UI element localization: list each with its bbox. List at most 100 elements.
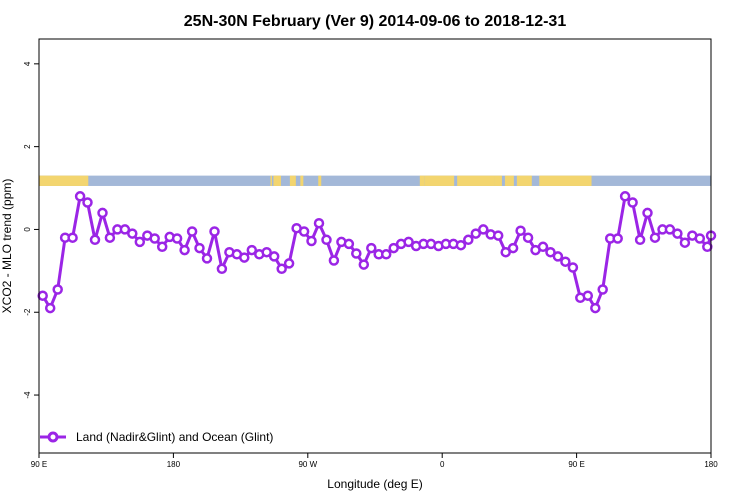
data-point-49 xyxy=(403,236,414,248)
data-point-2 xyxy=(52,284,63,295)
data-point-11 xyxy=(119,224,131,235)
y-tick-label: 0 xyxy=(23,227,32,232)
data-point-8 xyxy=(97,207,108,219)
plot-frame xyxy=(38,38,712,454)
data-point-24 xyxy=(216,263,228,275)
legend-marker xyxy=(47,431,59,443)
data-point-70 xyxy=(560,256,571,267)
data-point-46 xyxy=(380,249,392,260)
data-point-31 xyxy=(268,251,280,262)
data-point-47 xyxy=(388,242,399,254)
land-band-5 xyxy=(318,175,322,186)
data-point-86 xyxy=(679,237,691,248)
data-point-61 xyxy=(492,230,504,241)
data-point-69 xyxy=(552,251,564,262)
data-point-38 xyxy=(321,234,332,246)
data-point-62 xyxy=(500,246,511,258)
data-point-19 xyxy=(179,244,190,256)
data-point-4 xyxy=(67,232,78,243)
x-tick-label: 180 xyxy=(167,460,181,469)
data-point-63 xyxy=(507,242,519,254)
data-point-43 xyxy=(358,259,370,270)
land-band-11 xyxy=(516,175,532,186)
data-point-71 xyxy=(567,262,579,273)
data-point-12 xyxy=(127,228,138,239)
data-point-5 xyxy=(74,191,86,202)
data-point-20 xyxy=(186,226,198,237)
data-point-77 xyxy=(612,233,623,244)
data-point-85 xyxy=(672,228,683,239)
data-point-44 xyxy=(366,242,377,254)
data-point-22 xyxy=(201,253,213,264)
data-point-82 xyxy=(649,232,661,243)
x-tick-label: 90 E xyxy=(31,460,47,469)
data-point-21 xyxy=(194,242,205,254)
land-ocean-strip xyxy=(39,175,711,186)
data-point-89 xyxy=(702,241,713,253)
data-point-64 xyxy=(515,225,526,236)
data-point-74 xyxy=(590,302,601,314)
data-point-1 xyxy=(44,302,56,314)
data-point-9 xyxy=(104,232,116,243)
data-point-42 xyxy=(351,248,362,259)
legend: Land (Nadir&Glint) and Ocean (Glint) xyxy=(40,430,273,444)
ocean-band xyxy=(39,175,711,186)
data-point-75 xyxy=(597,284,608,295)
data-point-7 xyxy=(89,234,101,246)
land-band-7 xyxy=(424,175,455,186)
y-tick-label: 4 xyxy=(23,61,32,66)
data-point-79 xyxy=(627,197,638,208)
data-point-58 xyxy=(470,228,482,239)
y-axis-label: XCO2 - MLO trend (ppm) xyxy=(0,179,14,314)
data-point-30 xyxy=(261,246,272,258)
data-point-35 xyxy=(298,226,310,237)
data-point-41 xyxy=(343,238,355,250)
data-point-65 xyxy=(522,232,534,243)
x-axis: 90 E 180 90 W 0 90 E 180 xyxy=(31,453,718,469)
data-point-15 xyxy=(149,233,160,244)
data-point-78 xyxy=(619,191,631,202)
y-axis: -4 -2 0 2 4 xyxy=(23,61,39,399)
chart-title: 25N-30N February (Ver 9) 2014-09-06 to 2… xyxy=(184,13,567,30)
data-point-32 xyxy=(276,263,287,275)
land-band-0 xyxy=(39,175,89,186)
land-band-10 xyxy=(504,175,514,186)
data-point-84 xyxy=(664,224,676,235)
data-point-36 xyxy=(306,235,317,247)
data-point-57 xyxy=(463,234,474,246)
x-tick-label: 0 xyxy=(440,460,445,469)
data-point-88 xyxy=(694,233,706,244)
data-point-18 xyxy=(171,233,183,244)
land-band-6 xyxy=(419,175,425,186)
data-point-23 xyxy=(209,226,220,237)
data-point-68 xyxy=(545,246,556,258)
data-point-13 xyxy=(134,236,146,248)
data-point-73 xyxy=(582,290,594,301)
data-point-6 xyxy=(82,197,93,208)
y-tick-label: -4 xyxy=(23,391,32,399)
data-point-56 xyxy=(455,239,467,251)
y-tick-label: -2 xyxy=(23,308,32,316)
data-point-39 xyxy=(328,255,340,266)
data-point-67 xyxy=(537,241,549,253)
data-point-37 xyxy=(313,217,325,229)
data-point-80 xyxy=(634,234,646,246)
x-axis-label: Longitude (deg E) xyxy=(327,477,422,491)
land-band-4 xyxy=(300,175,304,186)
y-tick-label: 2 xyxy=(23,144,32,149)
land-band-3 xyxy=(289,175,296,186)
series-layer xyxy=(37,191,717,314)
land-band-1 xyxy=(270,175,272,186)
data-point-28 xyxy=(246,244,258,256)
data-point-81 xyxy=(642,207,653,219)
data-point-27 xyxy=(239,252,250,263)
data-point-59 xyxy=(478,224,489,235)
land-band-2 xyxy=(273,175,281,186)
data-point-33 xyxy=(283,258,295,269)
land-band-8 xyxy=(457,175,495,186)
data-point-0 xyxy=(37,290,48,301)
x-tick-label: 90 W xyxy=(298,460,317,469)
x-tick-label: 90 E xyxy=(568,460,584,469)
data-point-16 xyxy=(156,241,168,253)
